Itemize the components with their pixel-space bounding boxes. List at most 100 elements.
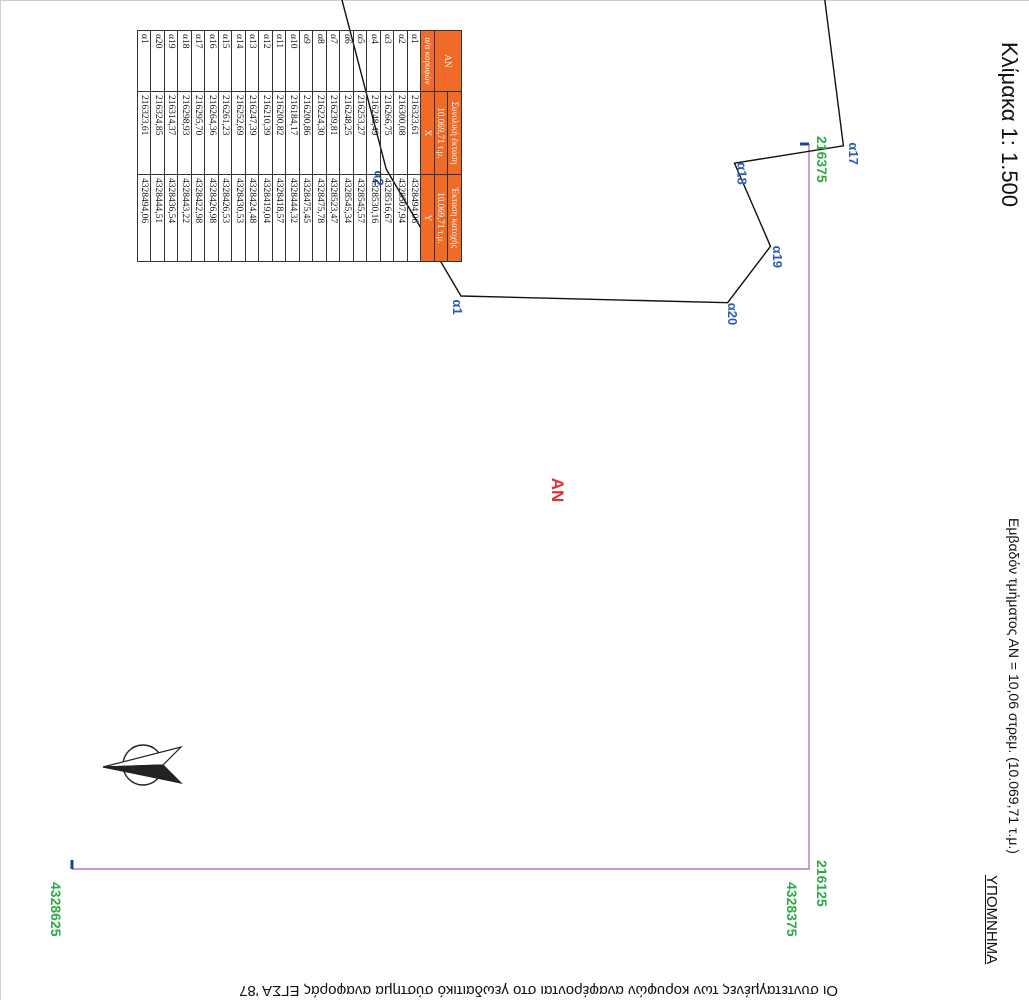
table-cell-y: 4328424,48 — [245, 174, 259, 262]
vertex-label: α19 — [770, 246, 785, 268]
table-cell-x: 216323,61 — [407, 91, 421, 175]
table-cell-id: α4 — [367, 30, 381, 92]
table-cell-x: 216264,36 — [205, 91, 219, 175]
table-row: α19 216314,37 4328436,54 — [164, 30, 178, 262]
table-cell-y: 4328426,98 — [205, 174, 219, 262]
table-row: α10 216184,17 4328444,32 — [286, 30, 300, 262]
table-row: α20 216324,85 4328444,51 — [151, 30, 165, 262]
table-cell-id: α11 — [272, 30, 286, 92]
table-cell-id: α2 — [394, 30, 408, 92]
table-cell-id: α3 — [380, 30, 394, 92]
vertex-label: α20 — [725, 303, 740, 325]
table-row: α17 216295,70 4328422,98 — [191, 30, 205, 262]
legend-area-text: Εμβαδόν τμήματος ΑΝ = 10,06 στρεμ. (10.0… — [1006, 518, 1022, 854]
table-cell-x: 216224,30 — [313, 91, 327, 175]
north-arrow-icon — [102, 744, 183, 786]
table-cell-y: 4328475,45 — [299, 174, 313, 262]
table-cell-x: 216314,37 — [164, 91, 178, 175]
grid-frame-line — [72, 144, 810, 870]
table-col-x: X — [421, 91, 435, 175]
grid-label-x-min: 216125 — [814, 860, 830, 907]
table-col-id: α/α κορυφών — [421, 30, 435, 92]
table-row: α14 216252,69 4328430,53 — [232, 30, 246, 262]
table-cell-y: 4328419,04 — [259, 174, 273, 262]
grid-label-x-max: 216375 — [814, 136, 830, 183]
table-row: α1 216323,61 4328494,06 — [137, 30, 151, 262]
table-cell-id: α5 — [353, 30, 367, 92]
table-cell-x: 216248,25 — [340, 91, 354, 175]
table-header-row-1: ΑΝ Συνολική έκταση Έκταση κατοχής — [434, 30, 462, 262]
table-cell-x: 216323,61 — [137, 91, 151, 175]
table-total-area-label: Συνολική έκταση — [448, 91, 462, 175]
table-occupancy-label: Έκταση κατοχής — [448, 174, 462, 262]
table-cell-x: 216298,93 — [178, 91, 192, 175]
parcel-boundary — [341, 0, 845, 304]
table-cell-id: α1 — [407, 30, 421, 92]
table-cell-id: α10 — [286, 30, 300, 92]
table-cell-x: 216261,23 — [218, 91, 232, 175]
table-cell-x: 216247,39 — [245, 91, 259, 175]
table-row: α13 216247,39 4328424,48 — [245, 30, 259, 262]
table-row: α11 216200,82 4328418,57 — [272, 30, 286, 262]
table-row: α15 216261,23 4328426,53 — [218, 30, 232, 262]
table-cell-x: 216300,08 — [394, 91, 408, 175]
vertex-label: α1 — [450, 299, 465, 314]
legend-title: ΥΠΟΜΝΗΜΑ — [983, 875, 1000, 965]
table-cell-id: α12 — [259, 30, 273, 92]
table-parcel-cell: ΑΝ — [434, 30, 462, 92]
table-cell-y: 4328494,06 — [407, 174, 421, 262]
vertex-label: α17 — [846, 142, 861, 164]
table-row: α3 216266,75 4328516,67 — [380, 30, 394, 262]
table-cell-id: α9 — [299, 30, 313, 92]
table-cell-y: 4328418,57 — [272, 174, 286, 262]
table-cell-y: 4328530,16 — [367, 174, 381, 262]
table-cell-x: 216210,39 — [259, 91, 273, 175]
sheet-border-top — [0, 0, 1029, 1]
table-cell-id: α15 — [218, 30, 232, 92]
table-cell-x: 216324,85 — [151, 91, 165, 175]
table-cell-x: 216295,70 — [191, 91, 205, 175]
map-scale: Κλίμακα 1: 1.500 — [997, 42, 1022, 208]
table-total-area-value: 10.069,71 τ.μ. — [434, 91, 448, 175]
coordinates-table-wrapper: ΑΝ Συνολική έκταση Έκταση κατοχής 10.069… — [137, 30, 462, 262]
table-col-y: Y — [421, 174, 435, 262]
table-cell-y: 4328436,54 — [164, 174, 178, 262]
table-occupancy-value: 10.069,71 τ.μ. — [434, 174, 448, 262]
table-cell-y: 4328444,51 — [151, 174, 165, 262]
table-row: α6 216248,25 4328545,34 — [340, 30, 354, 262]
table-row: α9 216200,86 4328475,45 — [299, 30, 313, 262]
table-cell-id: α14 — [232, 30, 246, 92]
table-row: α2 216300,08 4328507,94 — [394, 30, 408, 262]
grid-label-y-max: 4328625 — [48, 882, 64, 937]
table-cell-id: α17 — [191, 30, 205, 92]
table-cell-y: 4328507,94 — [394, 174, 408, 262]
table-cell-id: α6 — [340, 30, 354, 92]
table-row: α7 216239,81 4328523,47 — [326, 30, 340, 262]
table-cell-y: 4328444,32 — [286, 174, 300, 262]
table-cell-y: 4328422,98 — [191, 174, 205, 262]
table-cell-y: 4328545,34 — [340, 174, 354, 262]
table-cell-x: 216252,69 — [232, 91, 246, 175]
table-cell-id: α7 — [326, 30, 340, 92]
table-cell-id: α16 — [205, 30, 219, 92]
vertex-label: α18 — [734, 162, 749, 184]
table-row: α18 216298,93 4328443,22 — [178, 30, 192, 262]
vertex-label: α2 — [372, 170, 387, 185]
table-cell-y: 4328475,78 — [313, 174, 327, 262]
table-cell-y: 4328494,06 — [137, 174, 151, 262]
table-row: α4 216248,49 4328530,16 — [367, 30, 381, 262]
table-cell-y: 4328545,57 — [353, 174, 367, 262]
grid-label-y-min: 4328375 — [784, 882, 800, 937]
parcel-polygon-group: α1α2α3α4α5α6α7α8α9α10α11α12α13α14α15α16α… — [341, 0, 861, 325]
table-cell-id: α8 — [313, 30, 327, 92]
coordinates-table: ΑΝ Συνολική έκταση Έκταση κατοχής 10.069… — [137, 30, 462, 262]
parcel-name-label: ΑΝ — [548, 478, 567, 503]
table-cell-y: 4328516,67 — [380, 174, 394, 262]
table-cell-x: 216253,27 — [353, 91, 367, 175]
table-cell-id: α1 — [137, 30, 151, 92]
table-cell-id: α13 — [245, 30, 259, 92]
table-row: α8 216224,30 4328475,78 — [313, 30, 327, 262]
table-cell-y: 4328443,22 — [178, 174, 192, 262]
table-cell-y: 4328523,47 — [326, 174, 340, 262]
